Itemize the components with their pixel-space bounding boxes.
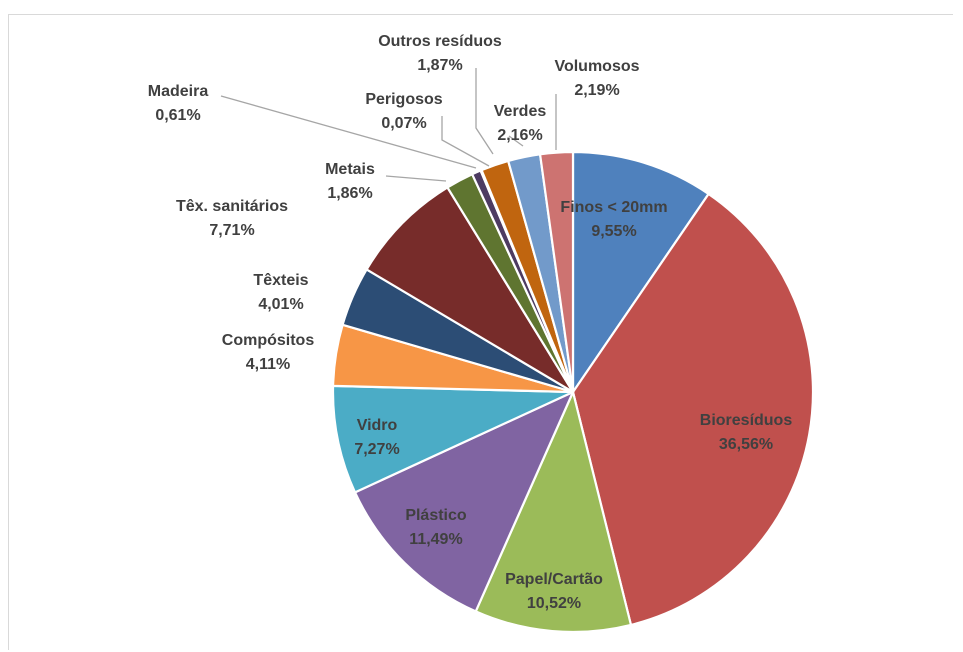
- slice-value-metais: 1,86%: [327, 185, 372, 202]
- slice-value-perigosos: 0,07%: [381, 115, 426, 132]
- pie-slice-bioresiduos: [571, 192, 815, 627]
- pie-slice-vidro: [331, 384, 574, 494]
- slice-value-finos-20mm: 9,55%: [591, 223, 636, 240]
- slice-label-madeira: Madeira: [148, 83, 209, 100]
- slice-label-metais: Metais: [325, 161, 375, 178]
- slice-label-papel-cartao: Papel/Cartão: [505, 571, 603, 588]
- slice-label-vidro: Vidro: [357, 417, 398, 434]
- pie-slice-volumosos: [538, 150, 575, 393]
- slice-label-verdes: Verdes: [494, 103, 547, 120]
- slice-label-compositos: Compósitos: [222, 332, 315, 349]
- pie-slice-plastico: [353, 389, 576, 613]
- slice-label-volumosos: Volumosos: [554, 58, 639, 75]
- chart-frame: [8, 14, 953, 650]
- pie-slice-papel-cartao: [474, 388, 633, 634]
- slice-label-plastico: Plástico: [405, 507, 467, 524]
- leader-line-metais: [385, 175, 447, 182]
- slice-value-vidro: 7,27%: [354, 441, 399, 458]
- slice-label-finos-20mm: Finos < 20mm: [560, 199, 667, 216]
- slice-value-volumosos: 2,19%: [574, 82, 619, 99]
- slice-label-perigosos: Perigosos: [365, 91, 442, 108]
- slice-label-bioresiduos: Bioresíduos: [700, 412, 793, 429]
- slice-value-outros-residuos: 1,87%: [417, 57, 462, 74]
- slice-label-texteis: Têxteis: [253, 272, 308, 289]
- leader-line-perigosos: [441, 116, 490, 167]
- slice-value-plastico: 11,49%: [409, 531, 462, 548]
- slice-value-madeira: 0,61%: [155, 107, 200, 124]
- pie-slice-finos-20mm: [571, 150, 711, 396]
- slice-value-tex-sanitarios: 7,71%: [209, 222, 254, 239]
- leader-line-outros-residuos: [475, 68, 494, 155]
- slice-value-papel-cartao: 10,52%: [527, 595, 581, 612]
- slice-label-tex-sanitarios: Têx. sanitários: [176, 198, 288, 215]
- leader-line-verdes: [508, 135, 524, 147]
- slice-value-compositos: 4,11%: [246, 356, 290, 373]
- slice-value-verdes: 2,16%: [497, 127, 542, 144]
- slice-value-bioresiduos: 36,56%: [719, 436, 773, 453]
- slice-label-outros-residuos: Outros resíduos: [378, 33, 502, 50]
- slice-value-texteis: 4,01%: [258, 296, 303, 313]
- pie-slice-tex-sanitarios: [365, 185, 574, 393]
- leader-line-madeira: [220, 95, 477, 169]
